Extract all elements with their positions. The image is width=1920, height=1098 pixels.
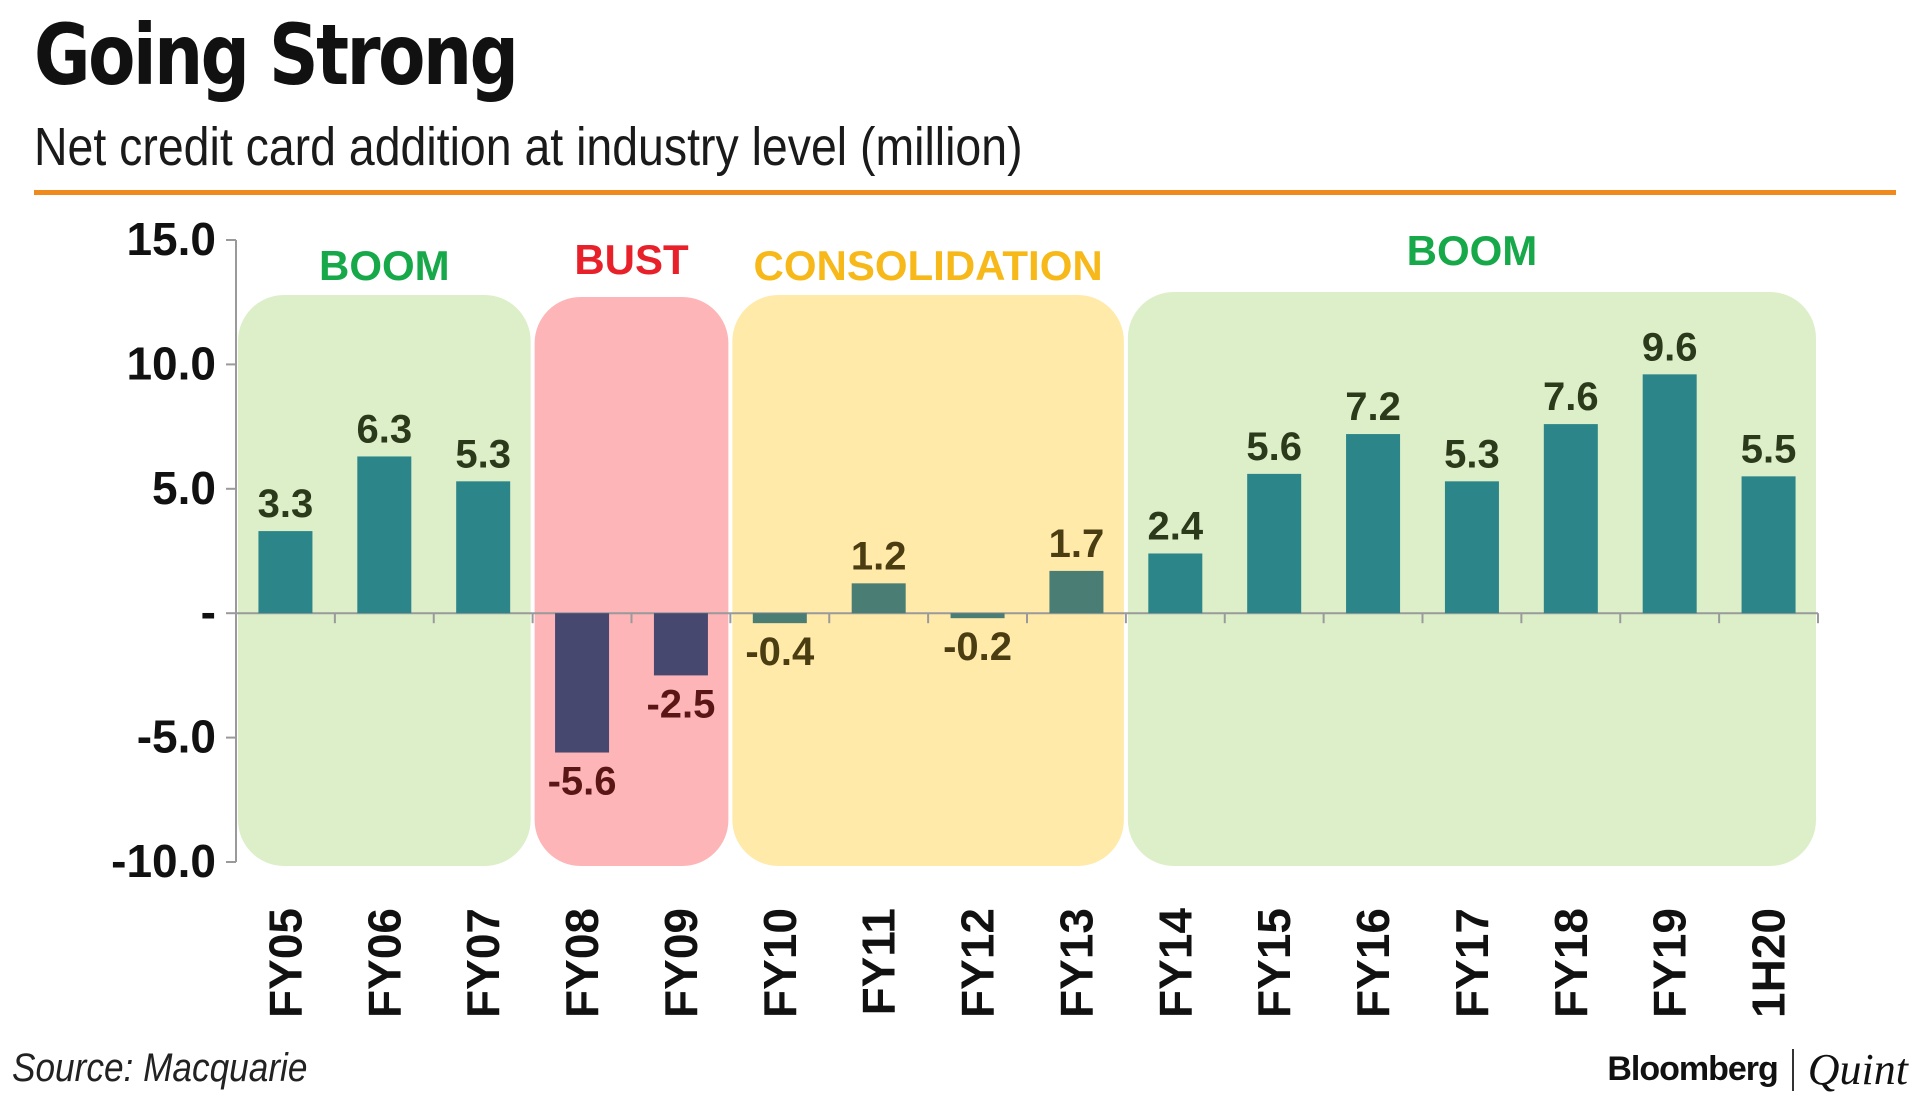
x-tick-label: FY05 (259, 908, 311, 1018)
bar (950, 613, 1005, 619)
bar (258, 531, 313, 614)
data-label: 7.2 (1345, 385, 1401, 429)
bar (653, 613, 708, 676)
data-label: -2.5 (646, 682, 715, 726)
brand-logo: Bloomberg Quint (1607, 1044, 1908, 1095)
y-tick-label: - (201, 586, 216, 638)
bar (1642, 374, 1697, 614)
x-tick-label: FY12 (952, 908, 1004, 1018)
x-tick-label: FY17 (1446, 908, 1498, 1018)
x-tick-label: FY14 (1149, 908, 1201, 1018)
bar (456, 481, 511, 614)
data-label: 5.3 (455, 432, 511, 476)
x-tick-label: FY10 (754, 908, 806, 1018)
data-label: -0.4 (745, 630, 815, 674)
phase-label: BUST (574, 236, 689, 283)
data-label: 3.3 (258, 482, 314, 526)
bar (555, 613, 610, 753)
data-label: 2.4 (1148, 504, 1204, 548)
data-label: -5.6 (548, 760, 617, 804)
brand-separator (1791, 1048, 1794, 1091)
chart-subtitle: Net credit card addition at industry lev… (34, 117, 1023, 177)
data-label: 5.3 (1444, 432, 1500, 476)
bar (1543, 424, 1598, 614)
bar (1444, 481, 1499, 614)
x-tick-label: FY08 (556, 908, 608, 1018)
title-divider (34, 190, 1896, 195)
data-label: -0.2 (943, 625, 1012, 669)
bar (1346, 434, 1401, 614)
phase-label: BOOM (319, 242, 450, 289)
bar (1148, 553, 1203, 614)
y-tick-label: 10.0 (126, 337, 216, 389)
bar (1049, 570, 1104, 614)
source-note: Source: Macquarie (12, 1046, 308, 1090)
x-tick-label: FY15 (1248, 908, 1300, 1018)
y-tick-label: 15.0 (126, 213, 216, 265)
data-label: 1.7 (1049, 522, 1105, 566)
brand-secondary: Quint (1807, 1045, 1908, 1094)
data-label: 9.6 (1642, 325, 1698, 369)
x-tick-label: FY11 (853, 908, 905, 1015)
bar (357, 456, 412, 614)
data-label: 1.2 (851, 534, 907, 578)
phase-label: CONSOLIDATION (754, 242, 1103, 289)
y-tick-label: -5.0 (137, 711, 216, 763)
bar (752, 613, 807, 624)
x-tick-label: FY06 (358, 908, 410, 1018)
x-tick-label: FY13 (1050, 908, 1102, 1018)
x-tick-label: FY09 (655, 908, 707, 1018)
y-tick-label: -10.0 (111, 835, 216, 887)
bar (1247, 473, 1302, 614)
x-tick-label: FY16 (1347, 908, 1399, 1018)
chart-title: Going Strong (34, 6, 519, 104)
bar (851, 583, 906, 614)
data-label: 5.6 (1246, 425, 1302, 469)
data-label: 6.3 (357, 407, 413, 451)
x-tick-label: 1H20 (1743, 908, 1795, 1018)
bar (1741, 476, 1796, 614)
phase-label: BOOM (1407, 227, 1538, 274)
x-tick-label: FY19 (1644, 908, 1696, 1018)
phase-panel (732, 295, 1124, 866)
brand-primary: Bloomberg (1607, 1050, 1778, 1088)
x-tick-label: FY07 (457, 908, 509, 1018)
x-tick-label: FY18 (1545, 908, 1597, 1018)
data-label: 7.6 (1543, 375, 1599, 419)
data-label: 5.5 (1741, 427, 1797, 471)
y-tick-label: 5.0 (152, 462, 216, 514)
